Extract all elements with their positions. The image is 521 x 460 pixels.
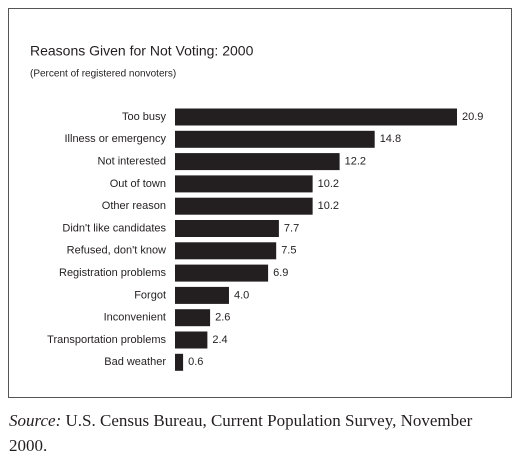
value-label: 10.2 — [318, 200, 339, 212]
category-label: Registration problems — [59, 267, 166, 279]
source-text: U.S. Census Bureau, Current Population S… — [9, 411, 473, 455]
value-label: 12.2 — [345, 156, 366, 168]
value-label: 7.7 — [284, 222, 299, 234]
category-label: Out of town — [110, 178, 166, 190]
category-label: Refused, don't know — [67, 245, 166, 257]
category-label: Forgot — [134, 289, 166, 301]
value-label: 0.6 — [188, 356, 203, 368]
bar — [175, 197, 313, 215]
category-label: Inconvenient — [104, 312, 166, 324]
bar — [175, 286, 229, 304]
source-note: Source: U.S. Census Bureau, Current Popu… — [9, 408, 489, 458]
bar — [175, 108, 457, 126]
bar — [175, 242, 277, 260]
value-label: 20.9 — [462, 111, 483, 123]
value-label: 7.5 — [281, 245, 296, 257]
value-label: 4.0 — [234, 289, 249, 301]
bar — [175, 130, 375, 148]
value-label: 6.9 — [273, 267, 288, 279]
bar — [175, 264, 269, 282]
category-label: Transportation problems — [47, 334, 166, 346]
bar — [175, 353, 184, 371]
bar — [175, 153, 340, 171]
value-label: 14.8 — [380, 133, 401, 145]
category-label: Other reason — [102, 200, 166, 212]
category-label: Bad weather — [104, 356, 166, 368]
chart-title: Reasons Given for Not Voting: 2000 — [30, 43, 254, 59]
category-label: Not interested — [98, 156, 166, 168]
bar — [175, 331, 208, 349]
chart-subtitle: (Percent of registered nonvoters) — [30, 69, 176, 80]
bar — [175, 309, 211, 327]
category-label: Illness or emergency — [65, 133, 167, 145]
source-label: Source: — [9, 411, 62, 430]
chart: Reasons Given for Not Voting: 2000 (Perc… — [8, 8, 512, 398]
bar — [175, 220, 279, 237]
value-label: 2.4 — [212, 334, 227, 346]
value-label: 10.2 — [318, 178, 339, 190]
value-label: 2.6 — [215, 312, 230, 324]
bar — [175, 175, 313, 193]
chart-frame — [8, 8, 512, 398]
category-label: Too busy — [122, 111, 167, 123]
category-label: Didn't like candidates — [62, 222, 166, 234]
